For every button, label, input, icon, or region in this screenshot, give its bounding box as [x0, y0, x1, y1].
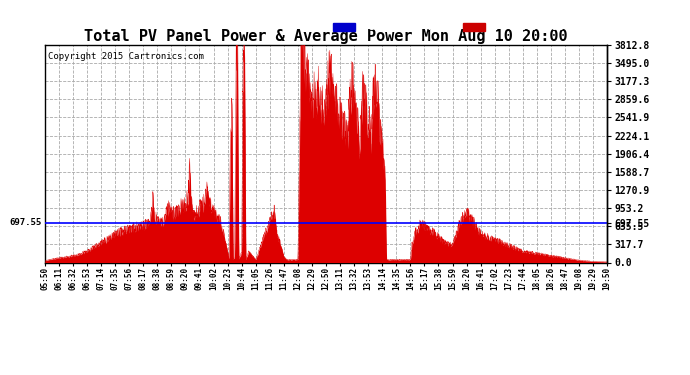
- Title: Total PV Panel Power & Average Power Mon Aug 10 20:00: Total PV Panel Power & Average Power Mon…: [84, 29, 568, 44]
- Legend: Average  (DC Watts), PV Panels  (DC Watts): Average (DC Watts), PV Panels (DC Watts): [331, 21, 602, 34]
- Text: Copyright 2015 Cartronics.com: Copyright 2015 Cartronics.com: [48, 51, 204, 60]
- Text: 697.55: 697.55: [10, 218, 42, 227]
